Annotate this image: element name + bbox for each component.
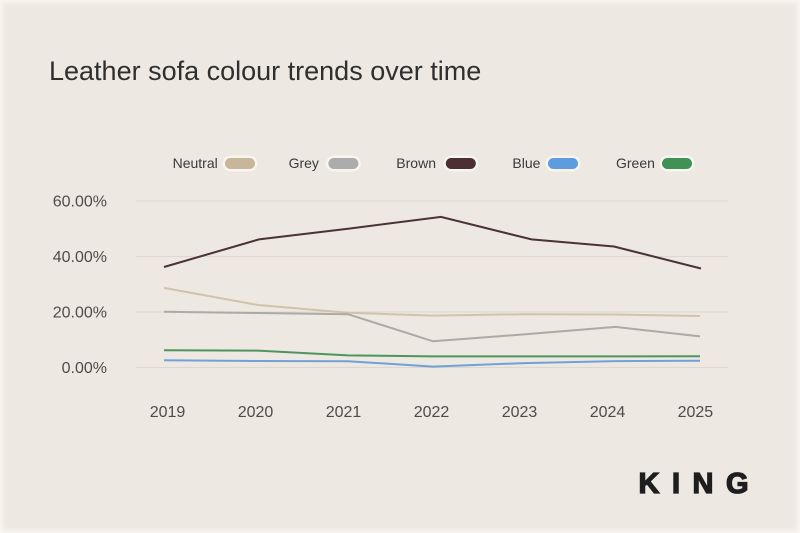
svg-text:2025: 2025 — [678, 404, 714, 421]
svg-text:2022: 2022 — [414, 404, 450, 421]
svg-text:0.00%: 0.00% — [62, 360, 107, 377]
svg-text:Grey: Grey — [289, 155, 319, 171]
svg-text:40.00%: 40.00% — [53, 249, 107, 266]
svg-text:60.00%: 60.00% — [53, 194, 107, 211]
svg-text:2020: 2020 — [238, 404, 274, 421]
svg-text:20.00%: 20.00% — [53, 305, 107, 322]
svg-text:Blue: Blue — [512, 155, 540, 171]
svg-text:2021: 2021 — [326, 404, 362, 421]
svg-text:2019: 2019 — [150, 404, 186, 421]
svg-text:2023: 2023 — [502, 404, 538, 421]
svg-text:2024: 2024 — [590, 404, 626, 421]
svg-text:Neutral: Neutral — [173, 155, 218, 171]
svg-text:Brown: Brown — [396, 155, 436, 171]
svg-text:Green: Green — [616, 155, 655, 171]
